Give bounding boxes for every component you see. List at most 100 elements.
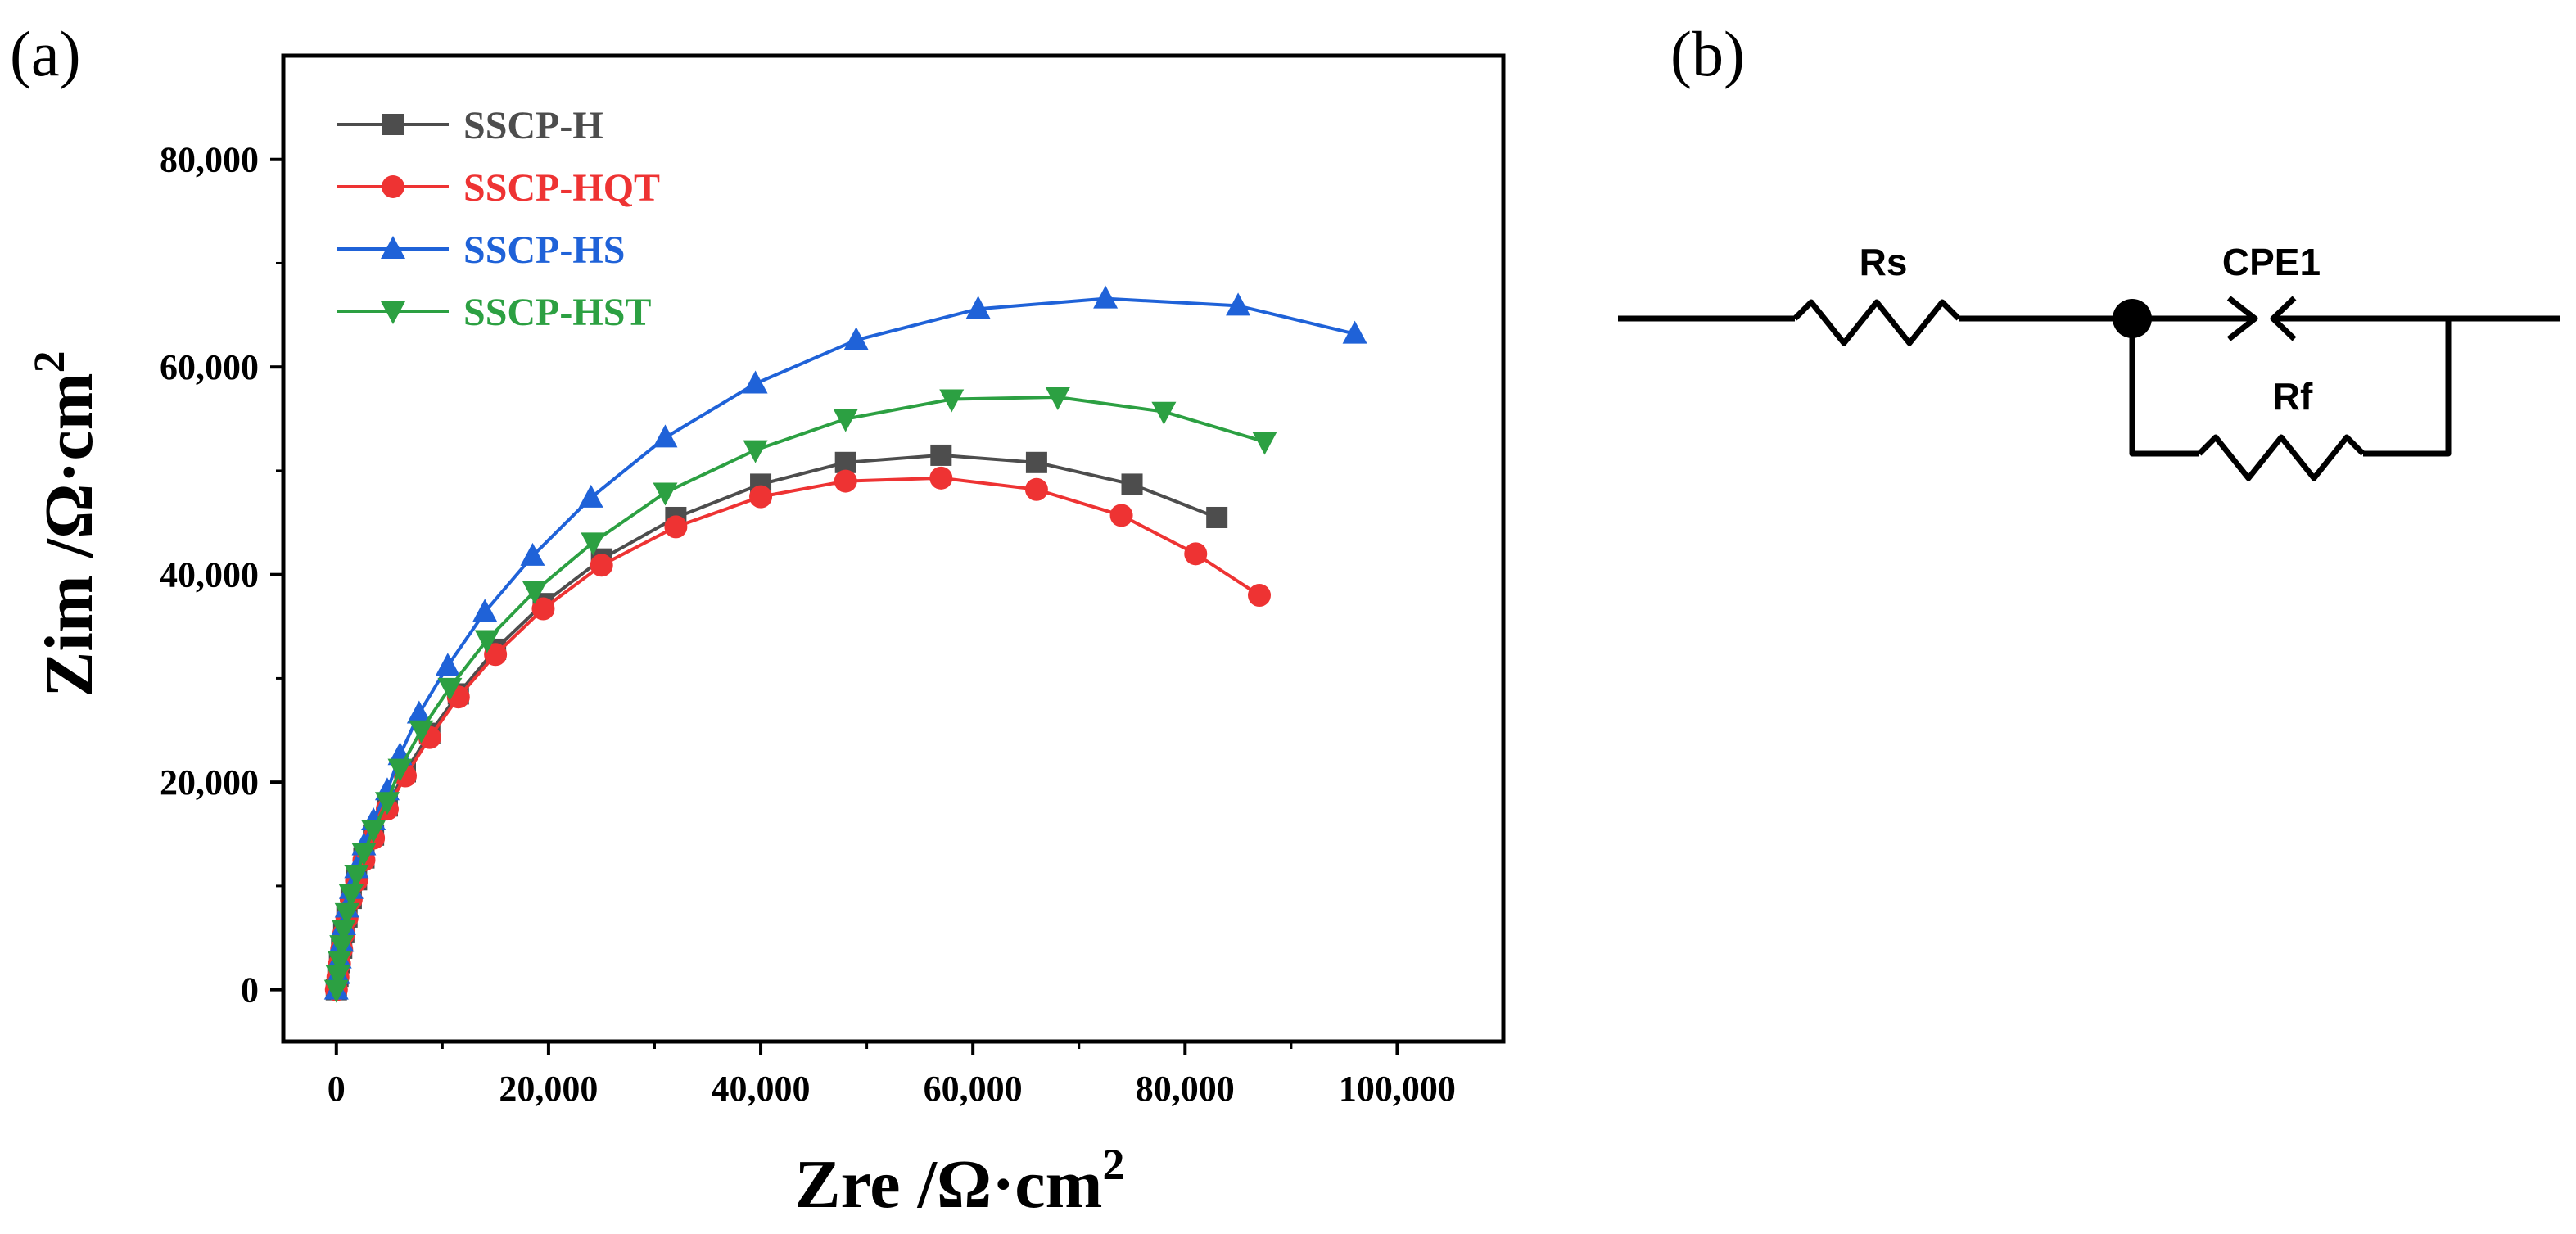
data-point — [325, 965, 350, 988]
cpe-symbol-left — [2226, 296, 2258, 341]
data-point — [653, 482, 678, 506]
x-tick-label: 20,000 — [499, 1069, 598, 1109]
data-point — [331, 920, 356, 943]
data-point — [590, 554, 613, 577]
data-point — [351, 843, 377, 866]
x-tick-label: 80,000 — [1136, 1069, 1235, 1109]
legend: SSCP-H SSCP-HQT SSCP-HS SSCP-HST — [337, 104, 660, 334]
rs-resistor — [1792, 299, 1961, 346]
rs-label: Rs — [1860, 241, 1908, 283]
x-tick-label: 0 — [328, 1069, 346, 1109]
data-point — [834, 451, 856, 473]
equivalent-circuit — [1618, 296, 2560, 481]
data-point — [1252, 432, 1277, 455]
data-point — [653, 424, 678, 448]
data-point — [338, 884, 364, 908]
data-point — [327, 951, 352, 974]
data-point — [743, 370, 768, 394]
legend-item: SSCP-H — [337, 104, 603, 147]
plot-frame — [281, 53, 1506, 1044]
data-point — [843, 327, 869, 350]
data-point — [520, 542, 545, 566]
series-sscp-h — [325, 444, 1228, 1001]
legend-marker — [382, 175, 404, 198]
data-point — [929, 466, 953, 490]
y-tick-label: 0 — [241, 970, 259, 1010]
data-point — [484, 643, 508, 667]
data-point — [1045, 386, 1070, 410]
legend-label: SSCP-HQT — [463, 166, 660, 210]
data-point — [930, 444, 952, 466]
panel-a-label: (a) — [10, 18, 81, 89]
x-tick-label: 60,000 — [924, 1069, 1023, 1109]
legend-marker — [381, 236, 405, 259]
x-axis: 0 20,000 40,000 60,000 80,000 100,000 — [328, 1042, 1456, 1109]
rf-branch-left — [2129, 319, 2199, 457]
x-axis-label: Zre /Ω·cm2 — [795, 1140, 1125, 1223]
data-point — [406, 700, 432, 724]
data-point — [1025, 451, 1047, 473]
data-point — [965, 296, 991, 319]
y-tick-label: 40,000 — [160, 555, 259, 595]
x-tick-label: 40,000 — [712, 1069, 811, 1109]
data-point — [387, 758, 413, 782]
data-point — [334, 902, 359, 926]
cpe1-label: CPE1 — [2222, 241, 2321, 283]
y-axis-label: Zim /Ω·cm2 — [25, 350, 107, 697]
data-point — [1206, 506, 1228, 528]
rf-resistor — [2197, 434, 2366, 481]
data-point — [581, 532, 606, 556]
data-point — [1109, 504, 1133, 527]
data-point — [1248, 584, 1271, 608]
legend-item: SSCP-HS — [337, 228, 625, 272]
data-point — [1024, 477, 1048, 501]
data-point — [743, 440, 768, 463]
data-point — [323, 979, 349, 1003]
y-axis-label-superscript: 2 — [25, 350, 74, 373]
series-line — [334, 453, 1218, 990]
data-point — [664, 515, 688, 539]
data-point — [374, 792, 400, 816]
y-tick-label: 20,000 — [160, 762, 259, 802]
data-point — [834, 469, 857, 493]
legend-marker — [382, 114, 404, 135]
rf-branch-right — [2363, 319, 2452, 457]
x-tick-label: 100,000 — [1339, 1069, 1456, 1109]
y-tick-label: 60,000 — [160, 347, 259, 387]
y-tick-label: 80,000 — [160, 140, 259, 180]
data-point — [1151, 401, 1177, 425]
legend-item: SSCP-HQT — [337, 166, 660, 210]
series-sscp-hst — [323, 386, 1277, 1003]
legend-marker — [381, 301, 405, 324]
series-sscp-hqt — [324, 466, 1271, 1001]
panel-b-label: (b) — [1670, 18, 1745, 89]
legend-label: SSCP-H — [463, 104, 603, 147]
data-point — [1342, 320, 1367, 344]
data-point — [409, 720, 434, 744]
data-point — [435, 653, 460, 676]
data-point — [437, 677, 463, 701]
data-point — [1226, 292, 1251, 316]
data-series — [323, 285, 1367, 1003]
x-axis-label-superscript: 2 — [1102, 1140, 1124, 1189]
data-point — [1121, 473, 1143, 495]
data-point — [749, 485, 773, 509]
data-point — [531, 597, 555, 621]
data-point — [833, 409, 858, 432]
y-axis: 0 20,000 40,000 60,000 80,000 — [160, 140, 283, 1010]
data-point — [578, 484, 603, 508]
nyquist-chart: 0 20,000 40,000 60,000 80,000 100,000 0 20,000… — [25, 53, 1506, 1223]
data-point — [939, 389, 965, 413]
data-point — [1184, 542, 1208, 566]
rf-label: Rf — [2273, 375, 2313, 418]
data-point — [329, 935, 355, 959]
legend-item: SSCP-HST — [337, 291, 651, 334]
data-point — [1093, 285, 1119, 309]
data-point — [522, 581, 548, 604]
data-point — [474, 630, 499, 653]
series-sscp-hs — [323, 285, 1367, 1000]
data-point — [361, 820, 386, 843]
series-line — [334, 476, 1261, 990]
